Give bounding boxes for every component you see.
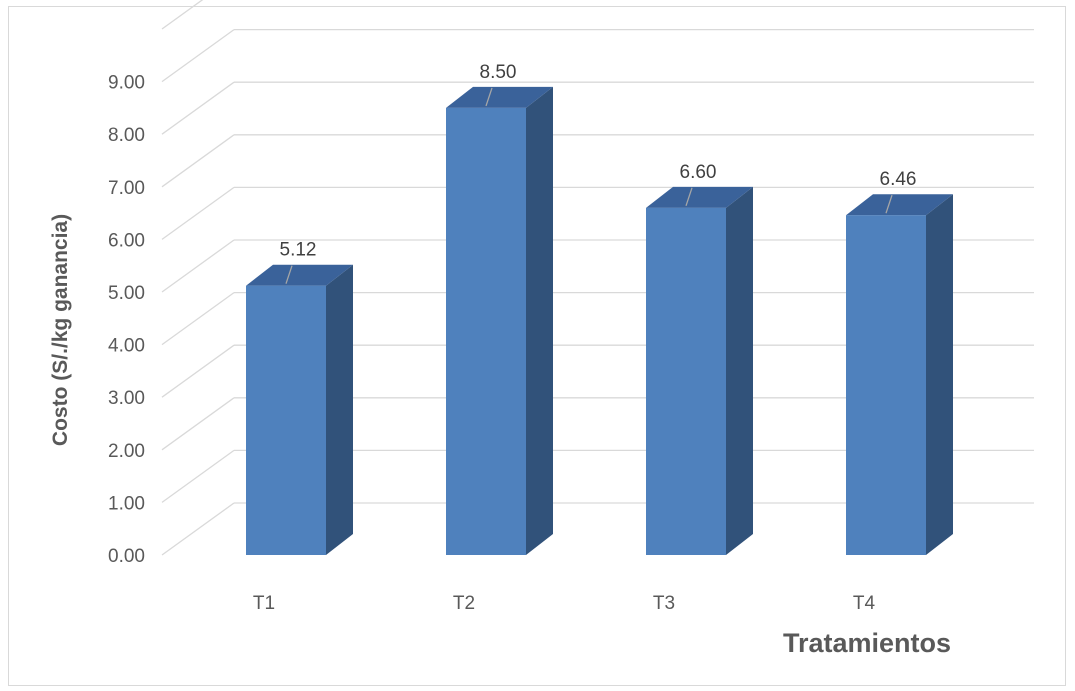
y-tick-label: 6.00 xyxy=(108,230,145,251)
y-tick-label: 1.00 xyxy=(108,493,145,514)
data-label-leader xyxy=(485,87,493,107)
y-axis-ticks: 0.00 1.00 2.00 3.00 4.00 5.00 6.00 7.00 8.00 9.00 xyxy=(108,73,145,567)
bar-t2 xyxy=(446,86,553,556)
gridline xyxy=(161,186,1034,240)
x-category-label: T4 xyxy=(853,593,876,614)
y-tick-label: 3.00 xyxy=(108,388,145,409)
x-axis-title: Tratamientos xyxy=(783,628,951,658)
x-category-label: T3 xyxy=(653,593,675,614)
data-label: 6.46 xyxy=(880,169,917,190)
gridline xyxy=(161,0,204,30)
data-label: 6.60 xyxy=(680,162,717,183)
y-axis-title: Costo (S/./kg ganancia) xyxy=(49,214,72,446)
gridline xyxy=(161,28,1034,83)
y-tick-label: 7.00 xyxy=(108,178,145,199)
bars xyxy=(246,86,953,556)
bar-t1 xyxy=(246,264,353,555)
bar-t3 xyxy=(646,186,753,555)
y-tick-label: 5.00 xyxy=(108,283,145,304)
x-category-label: T2 xyxy=(453,593,475,614)
data-label-leader xyxy=(685,187,693,207)
y-tick-label: 2.00 xyxy=(108,441,145,462)
data-label: 8.50 xyxy=(480,62,517,83)
x-category-label: T1 xyxy=(253,593,275,614)
gridline xyxy=(161,81,1034,135)
y-tick-label: 4.00 xyxy=(108,336,145,357)
y-tick-label: 9.00 xyxy=(108,73,145,94)
data-label: 5.12 xyxy=(280,240,317,261)
y-tick-label: 8.00 xyxy=(108,125,145,146)
bar-t4 xyxy=(846,194,953,556)
y-tick-label: 0.00 xyxy=(108,546,145,567)
data-labels: 5.12 8.50 6.60 6.46 xyxy=(280,62,917,284)
x-axis-categories: T1 T2 T3 T4 xyxy=(253,593,876,614)
data-label-leader xyxy=(285,265,293,284)
data-label-leader xyxy=(885,194,893,214)
gridline xyxy=(161,134,1034,188)
